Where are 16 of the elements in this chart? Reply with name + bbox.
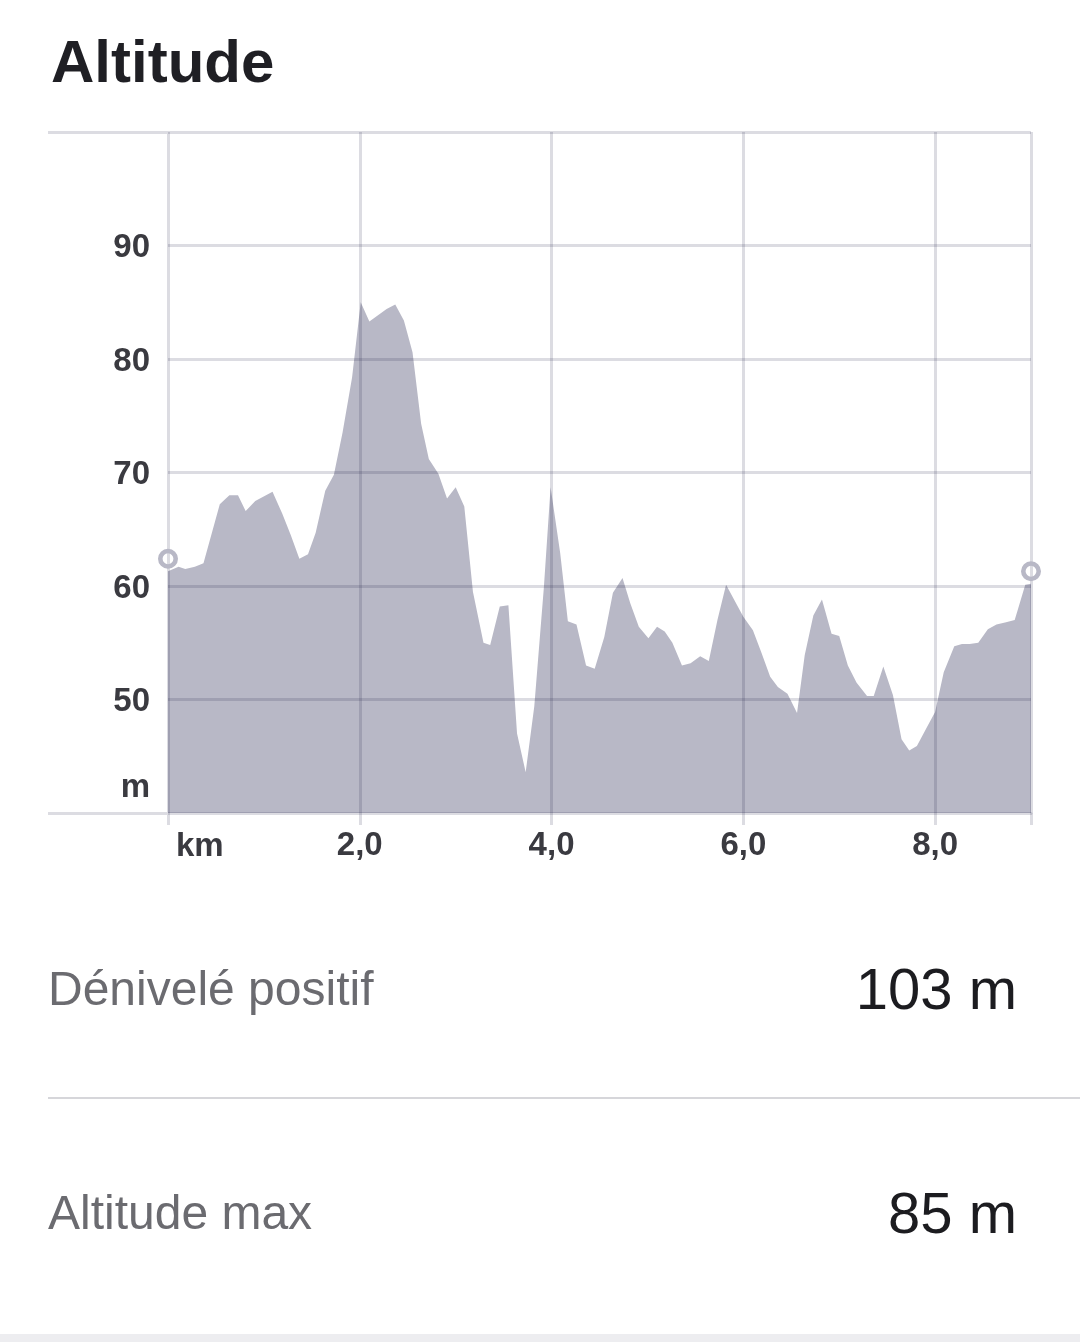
chart-title: Altitude [51,27,275,95]
y-tick-label: 60 [113,567,150,605]
y-axis-title: m [120,766,150,804]
x-tick-label: 2,0 [336,825,383,862]
text: 103 m [855,954,1017,1022]
x-tick-label: 4,0 [528,825,575,862]
text: 85 m [888,1178,1017,1246]
x-axis-title: km [176,825,224,863]
y-tick-label: 50 [113,681,150,718]
y-tick-label: 70 [113,454,150,491]
y-tick-label: 80 [113,340,150,378]
x-tick-label: 8,0 [912,825,959,862]
x-tick-label: 6,0 [720,825,767,862]
text: Dénivelé positif [48,960,374,1016]
text: Altitude max [48,1184,313,1240]
y-tick-label: 90 [113,227,150,264]
